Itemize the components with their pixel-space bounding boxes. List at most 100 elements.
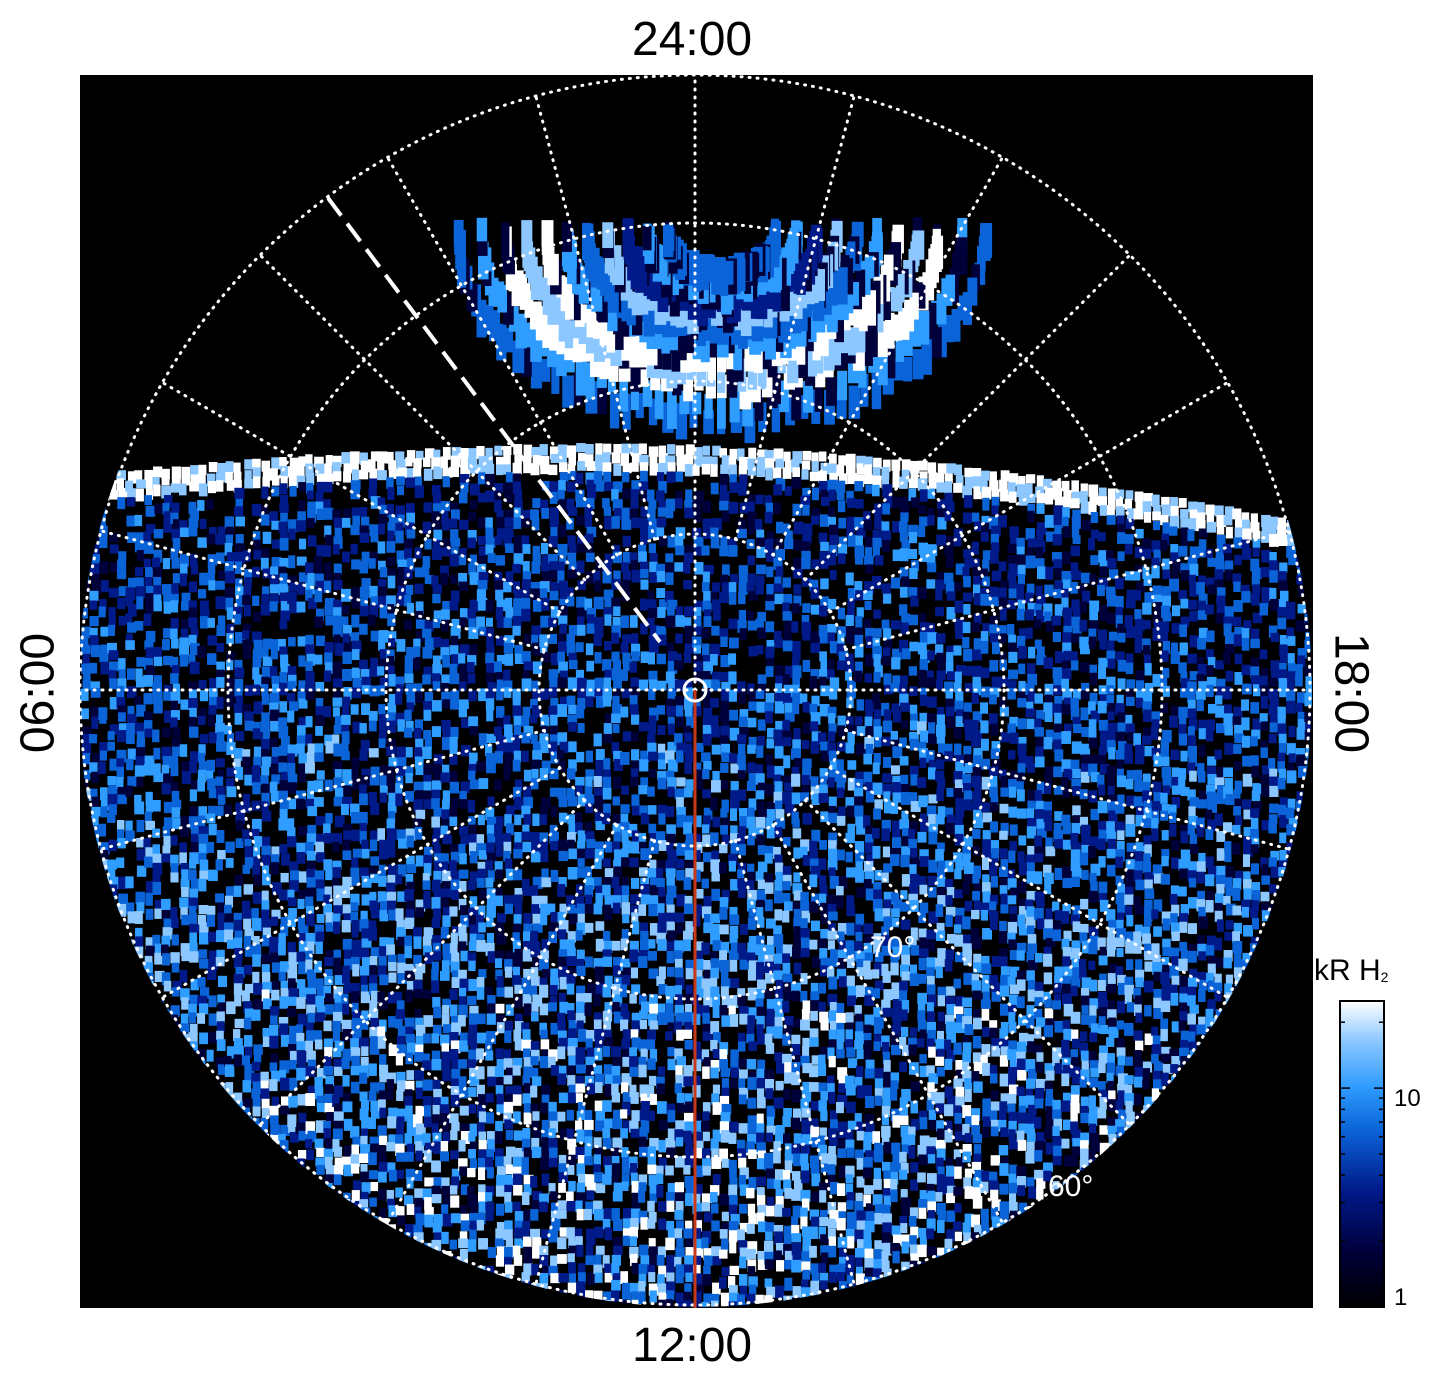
emission-pixel	[728, 545, 738, 557]
emission-pixel	[594, 1147, 603, 1160]
emission-pixel	[658, 966, 666, 980]
emission-pixel	[261, 586, 270, 599]
emission-pixel	[612, 776, 622, 790]
emission-pixel	[206, 770, 214, 781]
emission-pixel	[595, 462, 604, 476]
emission-pixel	[262, 476, 270, 488]
emission-pixel	[244, 857, 254, 869]
emission-pixel	[432, 681, 441, 691]
emission-pixel	[494, 490, 502, 501]
emission-pixel	[665, 553, 674, 563]
emission-pixel	[280, 466, 289, 479]
emission-pixel	[190, 779, 199, 789]
emission-pixel	[235, 811, 245, 825]
emission-pixel	[306, 752, 315, 764]
emission-pixel	[341, 705, 350, 716]
emission-pixel	[233, 506, 244, 516]
emission-pixel	[494, 445, 503, 456]
emission-pixel	[190, 1023, 198, 1036]
emission-pixel	[269, 601, 278, 612]
emission-pixel	[235, 595, 244, 607]
emission-pixel	[575, 705, 585, 719]
emission-pixel	[495, 1156, 504, 1167]
emission-pixel	[712, 1174, 721, 1185]
emission-pixel	[702, 600, 712, 612]
emission-pixel	[595, 480, 605, 492]
emission-pixel	[550, 1210, 560, 1222]
emission-pixel	[486, 896, 496, 908]
emission-pixel	[306, 850, 316, 861]
emission-pixel	[566, 587, 574, 600]
emission-pixel	[252, 1081, 263, 1095]
emission-pixel	[530, 967, 539, 980]
emission-pixel	[683, 725, 691, 736]
emission-pixel	[711, 1293, 720, 1304]
emission-pixel	[576, 1075, 584, 1086]
emission-pixel	[242, 640, 252, 650]
emission-pixel	[496, 1246, 506, 1256]
emission-pixel	[225, 526, 235, 537]
emission-pixel	[721, 834, 730, 846]
emission-pixel	[469, 924, 480, 936]
emission-pixel	[350, 956, 360, 970]
emission-pixel	[701, 1121, 710, 1131]
emission-pixel	[602, 733, 613, 744]
emission-pixel	[180, 699, 191, 710]
emission-pixel	[360, 984, 368, 995]
emission-pixel	[143, 558, 151, 569]
emission-pixel	[639, 1010, 648, 1020]
emission-pixel	[145, 665, 156, 678]
emission-pixel	[585, 1065, 594, 1078]
emission-pixel	[674, 788, 685, 800]
emission-pixel	[368, 1170, 378, 1180]
emission-pixel	[568, 1181, 576, 1192]
emission-pixel	[361, 894, 370, 906]
emission-pixel	[180, 1013, 189, 1027]
emission-pixel	[307, 743, 316, 756]
emission-pixel	[361, 703, 371, 716]
emission-pixel	[459, 608, 468, 619]
emission-pixel	[539, 688, 550, 700]
emission-pixel	[199, 1032, 209, 1045]
emission-pixel	[242, 594, 250, 606]
emission-pixel	[225, 1082, 234, 1093]
emission-pixel	[711, 671, 721, 682]
emission-pixel	[136, 676, 145, 688]
emission-pixel	[189, 643, 200, 656]
emission-pixel	[451, 1068, 461, 1079]
emission-pixel	[514, 1013, 523, 1027]
emission-pixel	[440, 456, 448, 469]
emission-pixel	[584, 885, 594, 897]
emission-pixel	[278, 762, 288, 773]
emission-pixel	[638, 679, 649, 691]
emission-pixel	[631, 1262, 640, 1275]
emission-pixel	[143, 541, 154, 554]
emission-pixel	[476, 1013, 486, 1025]
emission-pixel	[557, 633, 566, 645]
emission-pixel	[396, 593, 405, 606]
emission-pixel	[720, 780, 729, 790]
emission-pixel	[612, 704, 622, 717]
emission-pixel	[675, 977, 685, 990]
emission-pixel	[260, 1071, 269, 1084]
emission-pixel	[567, 1038, 578, 1049]
emission-pixel	[442, 727, 452, 739]
emission-pixel	[262, 568, 273, 579]
emission-pixel	[397, 953, 406, 964]
emission-pixel	[521, 1157, 529, 1167]
emission-pixel	[234, 678, 244, 692]
emission-pixel	[369, 839, 378, 852]
emission-pixel	[134, 695, 142, 706]
emission-pixel	[215, 859, 223, 871]
emission-pixel	[171, 583, 179, 596]
emission-pixel	[541, 1049, 551, 1059]
emission-pixel	[323, 545, 332, 557]
emission-pixel	[567, 714, 578, 724]
emission-pixel	[485, 473, 495, 487]
emission-pixel	[566, 1109, 575, 1121]
emission-pixel	[703, 761, 712, 771]
emission-pixel	[324, 968, 333, 980]
emission-pixel	[685, 833, 695, 845]
emission-pixel	[467, 1186, 475, 1198]
emission-pixel	[440, 971, 450, 981]
